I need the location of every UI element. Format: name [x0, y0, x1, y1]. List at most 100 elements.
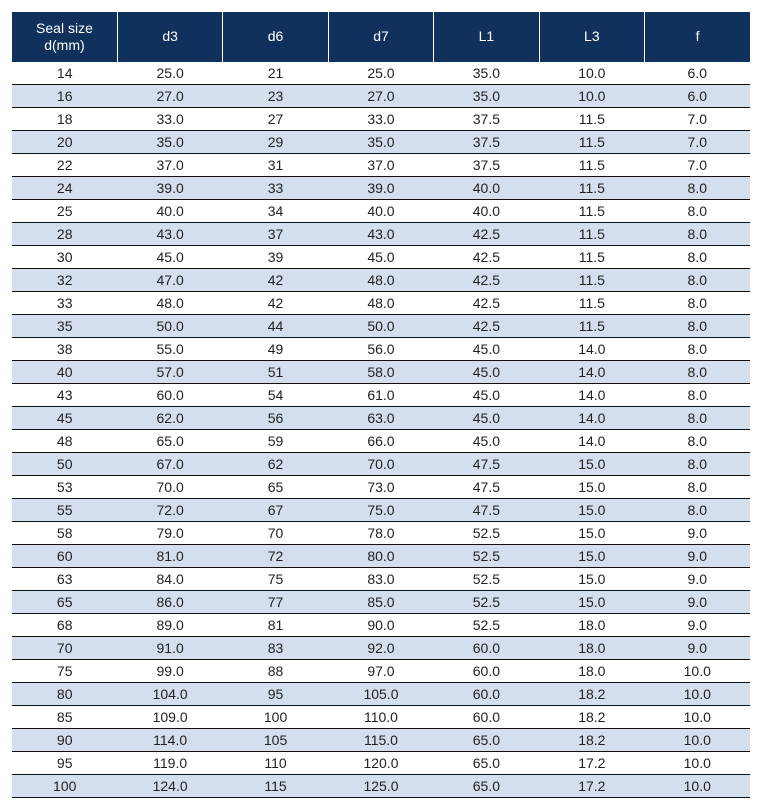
cell: 79.0	[117, 521, 222, 544]
cell: 10.0	[539, 62, 644, 85]
cell: 27.0	[328, 84, 433, 107]
table-row: 3247.04248.042.511.58.0	[12, 268, 750, 291]
cell: 42.5	[434, 314, 539, 337]
table-row: 4865.05966.045.014.08.0	[12, 429, 750, 452]
cell: 45.0	[328, 245, 433, 268]
cell: 58	[12, 521, 117, 544]
cell: 37.0	[117, 153, 222, 176]
cell: 22	[12, 153, 117, 176]
cell: 24	[12, 176, 117, 199]
cell: 31	[223, 153, 328, 176]
cell: 30	[12, 245, 117, 268]
cell: 50.0	[117, 314, 222, 337]
cell: 18.2	[539, 705, 644, 728]
column-header-6: f	[645, 12, 750, 62]
cell: 60.0	[434, 682, 539, 705]
cell: 45.0	[434, 429, 539, 452]
cell: 10.0	[645, 659, 750, 682]
cell: 45.0	[434, 360, 539, 383]
cell: 60	[12, 544, 117, 567]
cell: 43.0	[328, 222, 433, 245]
cell: 6.0	[645, 62, 750, 85]
cell: 92.0	[328, 636, 433, 659]
cell: 70.0	[117, 475, 222, 498]
cell: 7.0	[645, 153, 750, 176]
cell: 9.0	[645, 567, 750, 590]
cell: 42.5	[434, 268, 539, 291]
cell: 45.0	[434, 337, 539, 360]
cell: 115.0	[328, 728, 433, 751]
cell: 35.0	[434, 84, 539, 107]
cell: 50.0	[328, 314, 433, 337]
cell: 14.0	[539, 360, 644, 383]
cell: 85.0	[328, 590, 433, 613]
cell: 52.5	[434, 521, 539, 544]
cell: 40	[12, 360, 117, 383]
table-row: 1627.02327.035.010.06.0	[12, 84, 750, 107]
cell: 53	[12, 475, 117, 498]
cell: 11.5	[539, 245, 644, 268]
cell: 65.0	[434, 728, 539, 751]
cell: 83	[223, 636, 328, 659]
cell: 40.0	[328, 199, 433, 222]
cell: 42.5	[434, 222, 539, 245]
table-row: 4360.05461.045.014.08.0	[12, 383, 750, 406]
cell: 66.0	[328, 429, 433, 452]
cell: 84.0	[117, 567, 222, 590]
cell: 18.0	[539, 636, 644, 659]
cell: 40.0	[434, 199, 539, 222]
cell: 8.0	[645, 268, 750, 291]
table-row: 6586.07785.052.515.09.0	[12, 590, 750, 613]
cell: 109.0	[117, 705, 222, 728]
cell: 32	[12, 268, 117, 291]
cell: 37.5	[434, 153, 539, 176]
cell: 37.5	[434, 130, 539, 153]
cell: 11.5	[539, 268, 644, 291]
cell: 58.0	[328, 360, 433, 383]
cell: 52.5	[434, 613, 539, 636]
cell: 48.0	[117, 291, 222, 314]
cell: 18.0	[539, 613, 644, 636]
cell: 14.0	[539, 383, 644, 406]
cell: 25.0	[117, 62, 222, 85]
column-header-4: L1	[434, 12, 539, 62]
cell: 8.0	[645, 337, 750, 360]
cell: 56.0	[328, 337, 433, 360]
cell: 52.5	[434, 567, 539, 590]
table-row: 80104.095105.060.018.210.0	[12, 682, 750, 705]
cell: 11.5	[539, 222, 644, 245]
cell: 25	[12, 199, 117, 222]
cell: 39.0	[117, 176, 222, 199]
cell: 75	[223, 567, 328, 590]
cell: 45.0	[117, 245, 222, 268]
cell: 40.0	[117, 199, 222, 222]
cell: 81.0	[117, 544, 222, 567]
cell: 61.0	[328, 383, 433, 406]
table-row: 95119.0110120.065.017.210.0	[12, 751, 750, 774]
cell: 43	[12, 383, 117, 406]
table-row: 2439.03339.040.011.58.0	[12, 176, 750, 199]
cell: 15.0	[539, 452, 644, 475]
cell: 34	[223, 199, 328, 222]
cell: 47.5	[434, 475, 539, 498]
cell: 52.5	[434, 590, 539, 613]
seal-size-table: Seal sized(mm)d3d6d7L1L3f 1425.02125.035…	[12, 12, 750, 798]
table-header: Seal sized(mm)d3d6d7L1L3f	[12, 12, 750, 62]
table-row: 90114.0105115.065.018.210.0	[12, 728, 750, 751]
cell: 27	[223, 107, 328, 130]
cell: 15.0	[539, 498, 644, 521]
cell: 48	[12, 429, 117, 452]
cell: 67.0	[117, 452, 222, 475]
cell: 105.0	[328, 682, 433, 705]
cell: 70	[12, 636, 117, 659]
cell: 52.5	[434, 544, 539, 567]
cell: 119.0	[117, 751, 222, 774]
cell: 114.0	[117, 728, 222, 751]
cell: 72.0	[117, 498, 222, 521]
cell: 54	[223, 383, 328, 406]
header-row: Seal sized(mm)d3d6d7L1L3f	[12, 12, 750, 62]
cell: 37.0	[328, 153, 433, 176]
cell: 7.0	[645, 130, 750, 153]
cell: 28	[12, 222, 117, 245]
column-header-0: Seal sized(mm)	[12, 12, 117, 62]
